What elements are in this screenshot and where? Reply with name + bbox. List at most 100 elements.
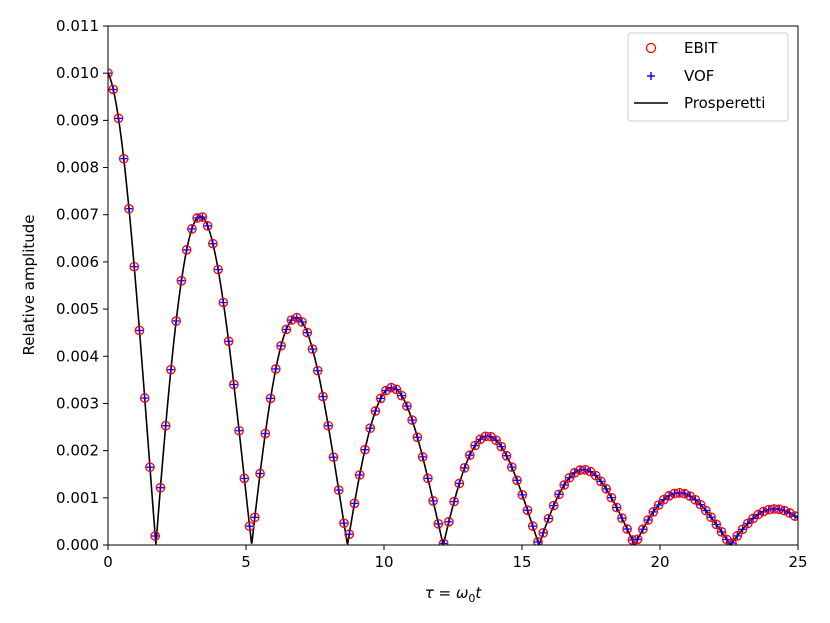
data-point-ebit <box>632 534 643 545</box>
data-point-ebit <box>323 420 334 431</box>
data-point-vof <box>329 453 337 461</box>
data-point-ebit <box>664 490 674 501</box>
data-point-ebit <box>543 513 554 524</box>
data-point-ebit <box>187 224 197 234</box>
data-point-vof <box>277 342 285 350</box>
x-tick-label: 15 <box>512 553 531 571</box>
data-point-vof <box>193 214 201 222</box>
data-point-vof <box>592 472 600 480</box>
data-point-ebit <box>124 203 134 214</box>
data-point-vof <box>109 85 117 93</box>
data-point-vof <box>613 504 621 512</box>
data-point-vof <box>167 366 175 374</box>
data-point-ebit <box>753 509 764 520</box>
data-point-ebit <box>202 221 213 231</box>
data-point-ebit <box>711 519 722 530</box>
y-tick-label: 0.005 <box>56 300 99 318</box>
data-point-vof <box>209 240 217 248</box>
data-point-vof <box>298 318 306 326</box>
data-point-vof <box>419 453 427 461</box>
data-point-ebit <box>129 261 140 272</box>
data-point-ebit <box>166 364 176 375</box>
data-point-ebit <box>208 238 218 249</box>
data-point-vof <box>309 345 317 353</box>
data-point-vof <box>445 518 453 526</box>
data-point-vof <box>172 317 180 325</box>
data-point-ebit <box>276 340 286 351</box>
data-point-ebit <box>444 516 454 527</box>
x-tick-label: 20 <box>650 553 669 571</box>
data-point-vof <box>655 501 663 509</box>
data-point-ebit <box>569 467 580 478</box>
data-point-vof <box>760 508 767 516</box>
y-axis: 0.000 0.001 0.002 0.003 0.004 0.005 0.006 0.007… <box>56 17 108 554</box>
data-point-vof <box>261 430 269 438</box>
data-point-vof <box>471 442 479 450</box>
data-point-ebit <box>176 275 187 286</box>
x-tick-label: 10 <box>374 553 393 571</box>
data-point-vof <box>324 422 332 430</box>
data-point-ebit <box>281 324 292 335</box>
x-axis-label-omega: ω <box>456 584 469 602</box>
y-tick-label: 0.011 <box>56 17 99 35</box>
data-point-vof <box>225 337 233 345</box>
data-point-vof <box>513 476 521 484</box>
plot-frame <box>107 25 799 546</box>
data-point-ebit <box>270 364 281 374</box>
data-point-ebit <box>506 462 517 472</box>
data-point-vof <box>424 474 432 482</box>
data-point-ebit <box>706 512 716 523</box>
data-point-ebit <box>454 478 465 489</box>
y-tick-label: 0.001 <box>56 489 99 507</box>
data-point-ebit <box>758 506 769 517</box>
data-point-vof <box>586 468 594 476</box>
data-point-ebit <box>381 385 391 396</box>
data-point-ebit <box>601 484 612 494</box>
data-point-ebit <box>423 473 433 484</box>
data-point-vof <box>539 529 547 537</box>
data-point-ebit <box>134 325 145 336</box>
data-point-vof <box>780 507 788 515</box>
data-point-ebit <box>113 113 124 124</box>
x-axis-label-tau: τ <box>425 584 435 602</box>
data-point-vof <box>235 427 243 435</box>
data-point-ebit <box>302 327 313 338</box>
data-point-vof <box>387 384 395 392</box>
data-point-ebit <box>407 415 418 425</box>
data-point-ebit <box>160 420 171 431</box>
data-point-vof <box>670 490 678 498</box>
y-tick-label: 0.000 <box>56 536 99 554</box>
data-point-ebit <box>512 475 522 486</box>
data-point-vof <box>219 299 227 307</box>
data-point-ebit <box>501 450 512 461</box>
data-point-ebit <box>580 464 591 475</box>
x-axis-label-equals: = <box>434 584 456 602</box>
data-point-vof <box>272 365 280 373</box>
data-point-vof <box>398 392 406 400</box>
data-point-ebit <box>192 213 202 223</box>
data-point-ebit <box>716 527 727 537</box>
data-point-ebit <box>470 440 480 451</box>
data-point-ebit <box>396 390 407 401</box>
data-point-ebit <box>533 537 543 545</box>
data-point-vof <box>555 490 563 498</box>
data-point-vof <box>560 481 568 489</box>
y-axis-label: Relative amplitude <box>20 214 38 355</box>
legend-marker-ebit <box>645 42 657 54</box>
data-point-ebit <box>475 434 486 445</box>
data-point-vof <box>508 463 516 471</box>
data-point-vof <box>749 515 757 523</box>
data-point-vof <box>518 491 526 499</box>
legend-label-prosperetti: Prosperetti <box>684 94 765 112</box>
data-point-ebit <box>145 462 155 473</box>
data-point-ebit <box>412 432 423 443</box>
data-point-ebit <box>344 529 355 540</box>
x-tick-label: 5 <box>241 553 251 571</box>
data-point-ebit <box>679 488 690 499</box>
data-point-ebit <box>318 391 328 402</box>
data-point-vof <box>377 394 385 402</box>
data-point-vof <box>649 508 657 516</box>
data-point-ebit <box>108 84 119 95</box>
data-point-ebit <box>653 500 664 510</box>
